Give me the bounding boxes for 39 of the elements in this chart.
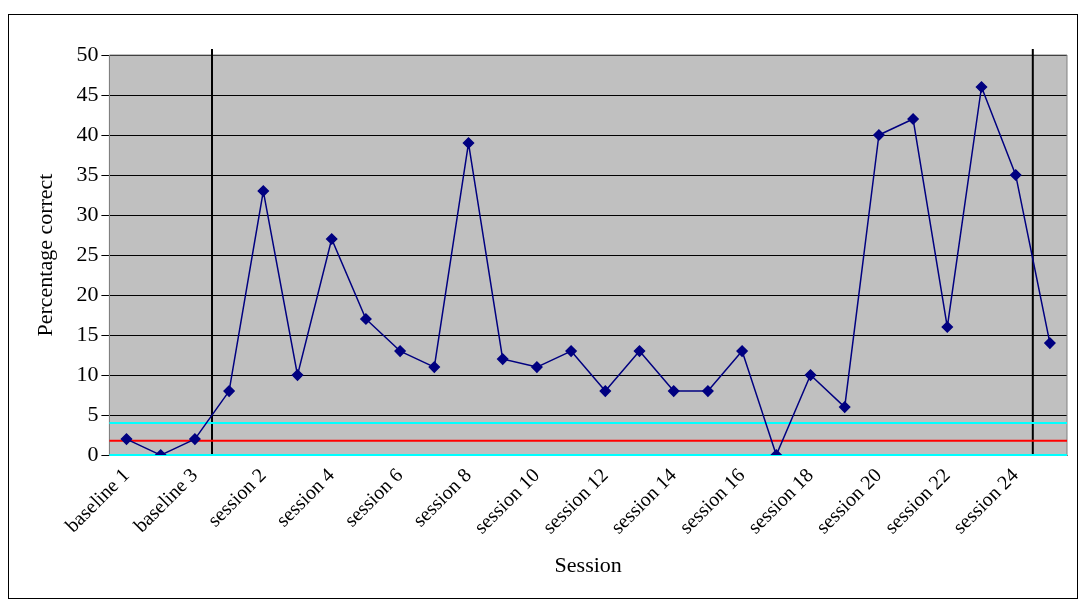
point	[120, 433, 133, 445]
y-tick-label: 15	[76, 320, 99, 346]
point	[599, 385, 612, 397]
point	[702, 385, 714, 397]
point	[325, 233, 338, 245]
point	[291, 369, 304, 381]
point	[223, 385, 235, 397]
y-tick-label: 30	[76, 200, 99, 226]
point	[804, 369, 817, 381]
y-tick-label: 40	[76, 120, 99, 146]
y-tick-label: 10	[76, 360, 99, 386]
point	[941, 321, 954, 333]
point	[394, 345, 406, 357]
point	[975, 81, 988, 93]
point	[257, 185, 270, 197]
point	[667, 385, 680, 397]
point	[873, 129, 885, 141]
y-tick-label: 35	[76, 160, 99, 186]
x-axis-title: Session	[554, 551, 622, 577]
y-tick-label: 20	[76, 280, 99, 306]
point	[736, 345, 748, 357]
point	[189, 433, 201, 445]
y-axis-title: Percentage correct	[31, 173, 57, 337]
point	[838, 401, 851, 413]
point	[428, 361, 441, 373]
y-tick-label: 5	[87, 400, 99, 426]
point	[1009, 169, 1022, 181]
y-tick-label: 25	[76, 240, 99, 266]
point	[565, 345, 577, 357]
point	[531, 361, 543, 373]
point	[462, 137, 475, 149]
point	[360, 313, 372, 325]
y-tick-label: 45	[76, 80, 99, 106]
y-tick-label: 0	[87, 440, 99, 466]
y-tick-label: 50	[76, 40, 99, 66]
point	[907, 113, 919, 125]
point	[1044, 337, 1056, 349]
point	[496, 353, 509, 365]
point	[633, 345, 646, 357]
